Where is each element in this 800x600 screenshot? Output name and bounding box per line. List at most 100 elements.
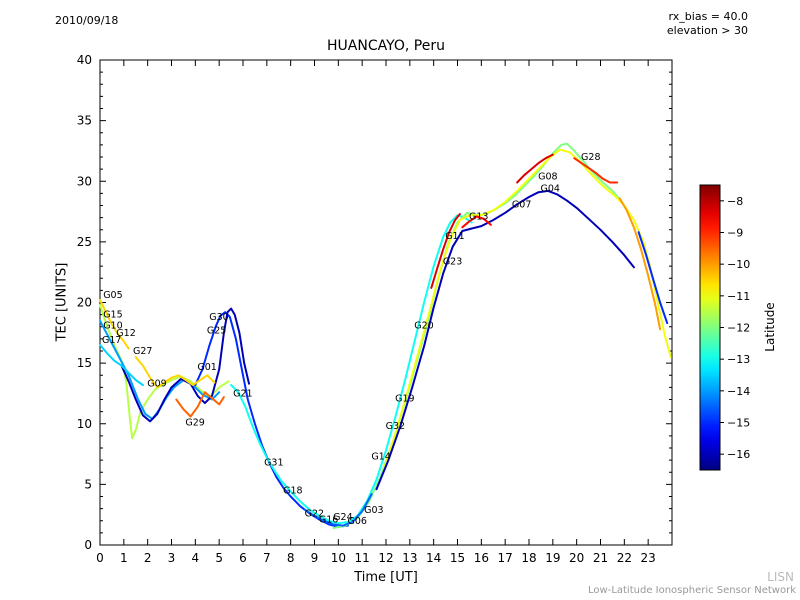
satellite-track xyxy=(304,493,373,527)
x-tick-label: 0 xyxy=(96,551,104,565)
colorbar-tick-label: −12 xyxy=(727,322,750,335)
x-axis-label: Time [UT] xyxy=(354,570,418,585)
x-tick-label: 15 xyxy=(450,551,465,565)
satellite-track xyxy=(332,142,631,529)
satellite-label: G08 xyxy=(538,171,557,182)
satellite-label: G10 xyxy=(103,321,122,332)
x-tick-label: 11 xyxy=(355,551,370,565)
satellite-track xyxy=(618,197,662,331)
lisn-watermark-subtitle: Low-Latitude Ionospheric Sensor Network xyxy=(588,585,796,596)
elevation-label: elevation > 30 xyxy=(666,24,748,37)
satellite-label: G06 xyxy=(347,516,366,527)
satellite-label: G19 xyxy=(395,393,414,404)
satellite-label: G32 xyxy=(386,421,405,432)
colorbar-tick-label: −11 xyxy=(727,290,750,303)
x-tick-label: 21 xyxy=(593,551,608,565)
y-tick-label: 0 xyxy=(84,538,92,552)
satellite-label: G27 xyxy=(133,346,152,357)
y-tick-label: 20 xyxy=(77,296,92,310)
satellite-track xyxy=(120,307,250,423)
x-tick-label: 14 xyxy=(426,551,441,565)
satellite-label: G29 xyxy=(185,418,204,429)
x-tick-label: 23 xyxy=(641,551,656,565)
colorbar-tick-label: −16 xyxy=(727,448,750,461)
colorbar: −8 −9 −10 −11 −12 −13 −14 −15 −16 xyxy=(699,184,750,471)
satellite-track xyxy=(99,343,144,386)
y-tick-label: 40 xyxy=(77,53,92,67)
satellite-label: G03 xyxy=(364,505,383,516)
satellite-track xyxy=(230,214,473,525)
satellite-label: G24 xyxy=(333,512,352,523)
satellite-label: G17 xyxy=(102,335,121,346)
satellite-track xyxy=(516,153,554,184)
satellite-label: G09 xyxy=(147,379,166,390)
series-lines xyxy=(99,142,672,529)
x-tick-label: 20 xyxy=(569,551,584,565)
satellite-label: G15 xyxy=(103,310,122,321)
colorbar-tick-label: −14 xyxy=(727,385,750,398)
satellite-label: G14 xyxy=(371,451,390,462)
chart-title: HUANCAYO, Peru xyxy=(327,38,445,54)
x-axis-ticks: 0 1 2 3 4 5 6 7 8 9 10 11 12 13 14 15 16 17 18 19 20 21 22 23 xyxy=(96,60,656,565)
colorbar-tick-label: −8 xyxy=(727,195,743,208)
satellite-label: G13 xyxy=(469,211,488,222)
satellite-label: G23 xyxy=(443,256,462,267)
x-tick-label: 6 xyxy=(239,551,247,565)
satellite-label: G05 xyxy=(103,290,122,301)
x-tick-label: 19 xyxy=(545,551,560,565)
satellite-track xyxy=(637,231,669,325)
satellite-track xyxy=(461,215,492,229)
satellite-label: G11 xyxy=(445,231,464,242)
satellite-label: G21 xyxy=(233,388,252,399)
y-axis-ticks: 0 5 10 15 20 25 30 35 40 xyxy=(77,53,672,552)
x-tick-label: 4 xyxy=(192,551,200,565)
x-tick-label: 17 xyxy=(498,551,513,565)
y-tick-label: 5 xyxy=(84,477,92,491)
colorbar-tick-label: −13 xyxy=(727,353,750,366)
x-tick-label: 5 xyxy=(215,551,223,565)
satellite-label: G18 xyxy=(283,485,302,496)
y-tick-label: 35 xyxy=(77,114,92,128)
satellite-label: G25 xyxy=(207,325,226,336)
satellite-label: G20 xyxy=(414,321,433,332)
satellite-track xyxy=(430,213,461,289)
satellite-track xyxy=(382,148,672,471)
satellite-track xyxy=(134,356,216,389)
satellite-track xyxy=(99,299,130,350)
colorbar-label: Latitude xyxy=(763,302,777,352)
x-tick-label: 18 xyxy=(521,551,536,565)
satellite-label: G16 xyxy=(319,515,338,526)
colorbar-tick-label: −15 xyxy=(727,417,750,430)
y-tick-label: 30 xyxy=(77,174,92,188)
axes xyxy=(99,59,673,546)
x-tick-label: 9 xyxy=(311,551,319,565)
colorbar-tick-label: −9 xyxy=(727,227,743,240)
y-tick-label: 10 xyxy=(77,417,92,431)
x-tick-label: 3 xyxy=(168,551,176,565)
x-tick-label: 13 xyxy=(402,551,417,565)
y-tick-label: 15 xyxy=(77,356,92,370)
date-label: 2010/09/18 xyxy=(55,14,119,27)
satellite-label: G07 xyxy=(512,199,531,210)
satellite-label: G04 xyxy=(541,184,560,195)
y-tick-label: 25 xyxy=(77,235,92,249)
colorbar-gradient xyxy=(699,184,721,471)
x-tick-label: 22 xyxy=(617,551,632,565)
x-tick-label: 16 xyxy=(474,551,489,565)
satellite-label: G30 xyxy=(209,312,228,323)
satellite-label: G28 xyxy=(581,152,600,163)
x-tick-label: 2 xyxy=(144,551,152,565)
satellite-label: G22 xyxy=(305,508,324,519)
x-tick-label: 8 xyxy=(287,551,295,565)
satellite-track xyxy=(194,311,349,528)
x-tick-label: 10 xyxy=(331,551,346,565)
x-tick-label: 7 xyxy=(263,551,271,565)
y-axis-label: TEC [UNITS] xyxy=(54,262,70,342)
lisn-watermark: LISN xyxy=(767,570,794,584)
satellite-track xyxy=(175,391,225,418)
satellite-label: G01 xyxy=(197,362,216,373)
x-tick-label: 12 xyxy=(378,551,393,565)
satellite-track xyxy=(375,189,635,491)
